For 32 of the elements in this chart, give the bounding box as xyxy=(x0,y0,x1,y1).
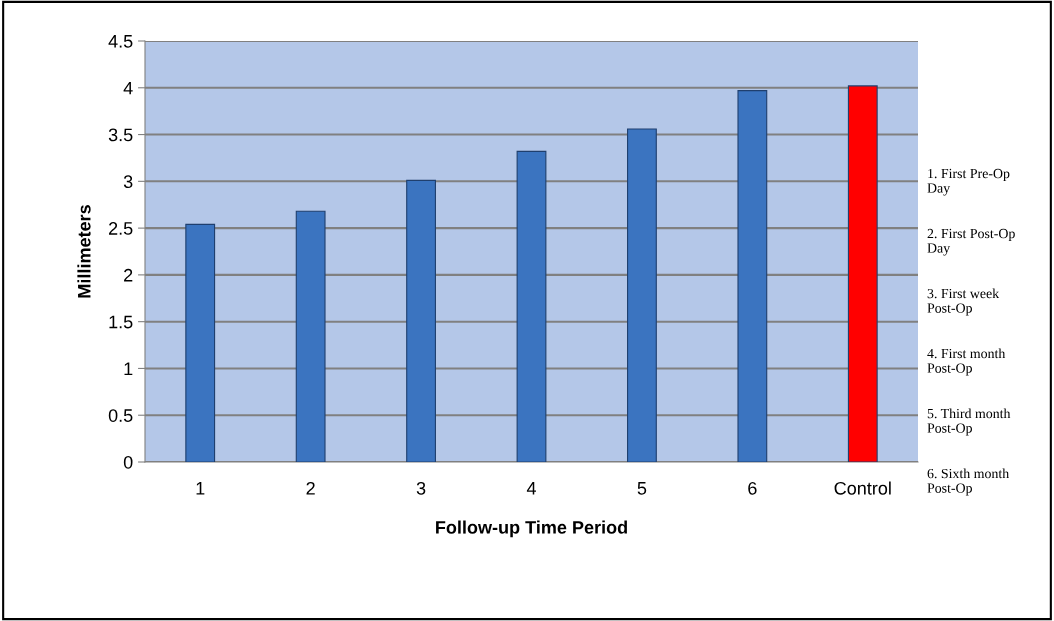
x-tick-label: 1 xyxy=(196,482,205,495)
y-tick-label: 4.5 xyxy=(108,35,133,48)
x-axis-title: Follow-up Time Period xyxy=(436,520,627,538)
text: 6. Sixth month Post-Op xyxy=(927,468,1009,496)
y-tick-label: 1 xyxy=(124,362,133,375)
x-tick-label: Control xyxy=(834,481,891,495)
x-tick-label: 2 xyxy=(306,481,315,495)
y-tick-label: 0 xyxy=(123,455,133,469)
x-tick-label: 6 xyxy=(748,481,757,495)
bar xyxy=(737,90,768,462)
bar xyxy=(627,128,657,462)
text: 4. First month Post-Op xyxy=(927,348,1006,376)
x-tick-label: 4 xyxy=(526,482,536,495)
y-tick-label: 2 xyxy=(124,268,133,282)
text: 3. First week Post-Op xyxy=(927,288,1000,316)
bar xyxy=(295,210,326,462)
x-tick-label: 3 xyxy=(416,481,426,495)
bar xyxy=(185,223,216,462)
y-tick-label: 2.5 xyxy=(109,222,133,235)
y-tick-label: 3.5 xyxy=(108,128,133,142)
y-tick-label: 0.5 xyxy=(108,409,133,422)
y-axis-title: Millimeters xyxy=(77,205,91,298)
x-tick-label: 5 xyxy=(637,482,647,495)
text: 5. Third month Post-Op xyxy=(927,408,1011,436)
y-tick-label: 3 xyxy=(123,175,133,189)
y-tick-label: 1.5 xyxy=(109,315,133,329)
text: 1. First Pre-Op Day xyxy=(927,168,1010,196)
bar xyxy=(516,150,547,462)
text: 2. First Post-Op Day xyxy=(927,228,1015,256)
y-tick-label: 4 xyxy=(123,81,133,95)
bar xyxy=(406,179,436,462)
bar xyxy=(847,85,878,462)
